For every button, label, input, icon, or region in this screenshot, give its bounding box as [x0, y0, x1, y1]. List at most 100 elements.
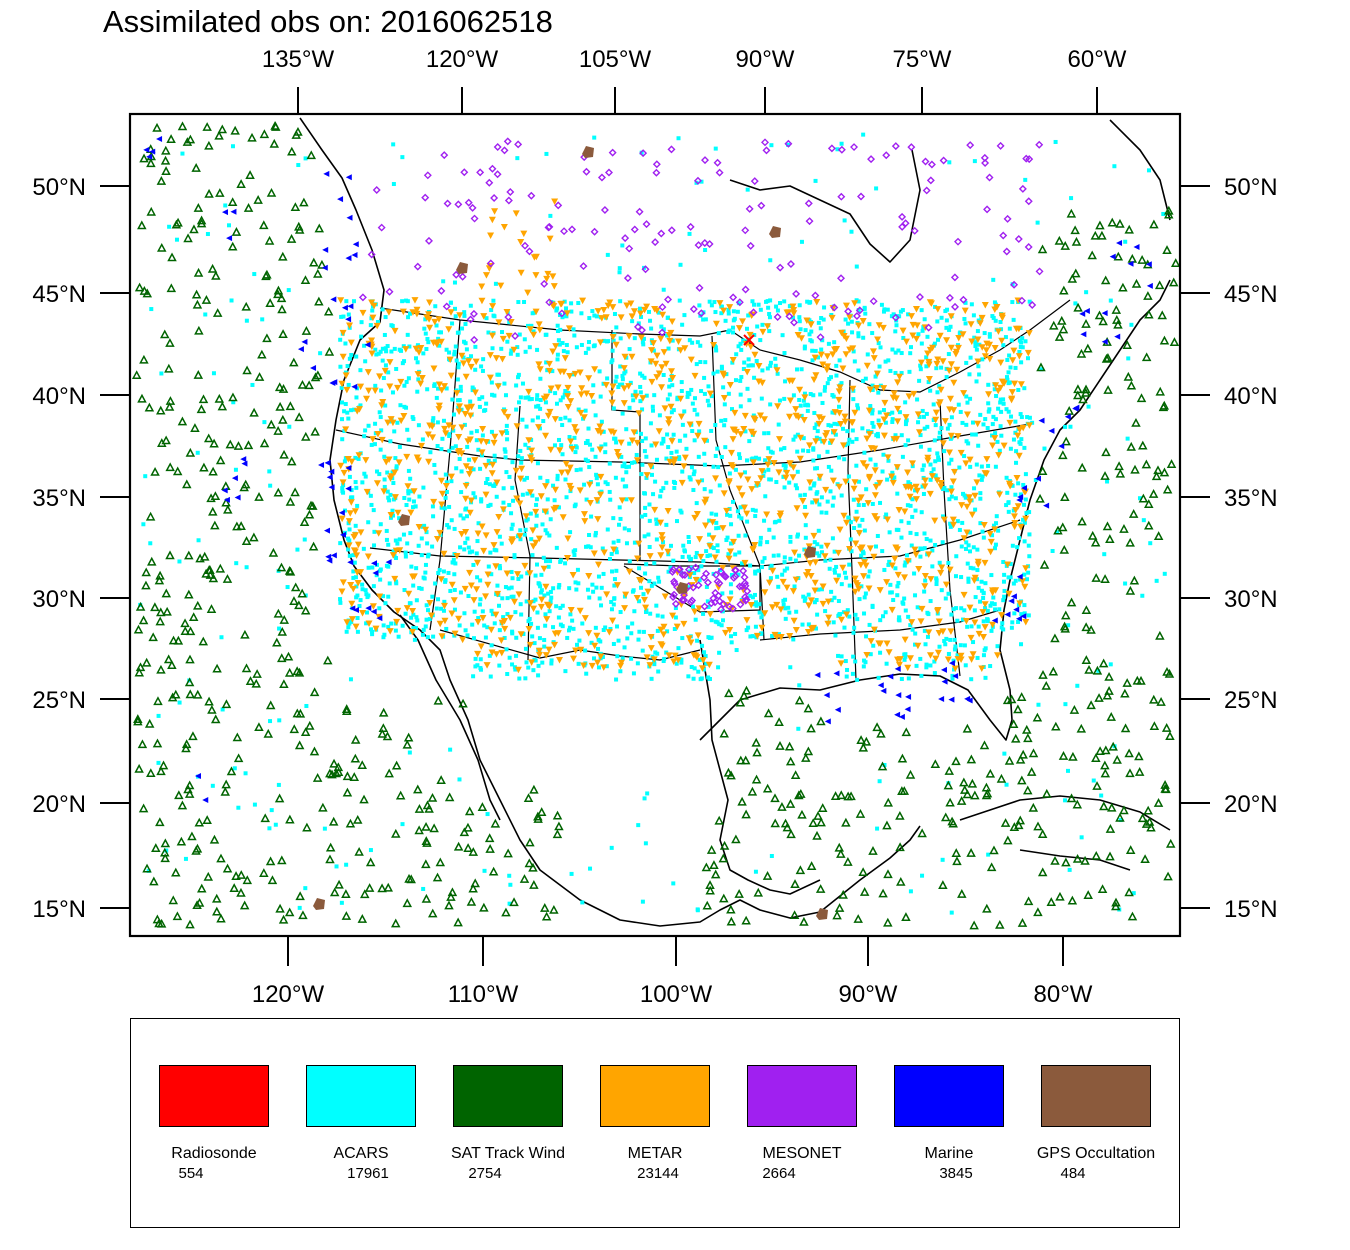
acars-obs [342, 409, 347, 414]
acars-obs [489, 572, 494, 577]
acars-obs [705, 554, 710, 559]
sat-track-wind-obs [1014, 820, 1024, 830]
metar-obs [748, 486, 756, 493]
acars-obs [518, 448, 523, 453]
sat-track-wind-obs [444, 900, 454, 910]
sat-track-wind-obs [190, 423, 200, 432]
acars-obs [538, 406, 543, 411]
acars-obs [439, 447, 444, 452]
metar-obs [840, 512, 848, 520]
acars-obs [829, 423, 834, 428]
marine-obs [905, 693, 912, 700]
acars-obs [750, 634, 755, 639]
acars-obs [492, 483, 497, 488]
sat-track-wind-obs [160, 329, 170, 339]
acars-obs [935, 451, 940, 456]
acars-obs [734, 648, 739, 653]
acars-obs [522, 299, 527, 304]
acars-obs [672, 485, 677, 490]
metar-obs [770, 460, 778, 467]
acars-obs [696, 568, 701, 573]
acars-obs [541, 419, 546, 424]
acars-obs [839, 141, 844, 146]
sat-track-wind-obs [294, 600, 304, 610]
acars-obs [1004, 407, 1009, 412]
acars-obs [489, 429, 494, 434]
acars-obs [847, 614, 852, 619]
mesonet-obs [469, 309, 478, 318]
metar-obs [461, 411, 469, 418]
acars-obs [174, 237, 179, 242]
acars-obs [1108, 298, 1113, 303]
acars-obs [862, 306, 867, 311]
sat-track-wind-obs [215, 563, 226, 573]
metar-obs [567, 438, 575, 445]
metar-obs [440, 383, 448, 390]
acars-obs [560, 315, 565, 320]
acars-obs [640, 438, 645, 443]
acars-obs [712, 300, 717, 305]
sat-track-wind-obs [141, 657, 152, 667]
metar-obs [670, 459, 678, 467]
acars-obs [523, 442, 528, 447]
acars-obs [996, 406, 1001, 411]
metar-obs [895, 373, 903, 381]
mesonet-obs [511, 332, 520, 341]
metar-obs [856, 545, 864, 553]
sat-track-wind-obs [1169, 337, 1180, 347]
sat-track-wind-obs [770, 793, 780, 803]
sat-track-wind-obs [1076, 723, 1087, 733]
sat-track-wind-obs [962, 723, 973, 733]
marine-obs [1114, 333, 1121, 340]
acars-obs [441, 418, 446, 423]
lat-label-right: 15°N [1224, 896, 1278, 923]
acars-obs [592, 656, 597, 661]
acars-obs [768, 363, 773, 368]
acars-obs [921, 325, 926, 330]
sat-track-wind-obs [752, 747, 762, 757]
acars-obs [532, 310, 537, 315]
mesonet-obs [959, 295, 968, 304]
acars-obs [1004, 375, 1009, 380]
sat-track-wind-obs [306, 150, 317, 160]
acars-obs [433, 470, 438, 475]
acars-obs [473, 664, 478, 669]
lat-label-left: 15°N [32, 896, 86, 923]
sat-track-wind-obs [501, 907, 511, 917]
acars-obs [476, 521, 481, 526]
acars-obs [287, 424, 292, 429]
metar-obs [811, 354, 819, 362]
metar-obs [932, 409, 940, 417]
acars-obs [406, 491, 411, 496]
acars-obs [252, 802, 257, 807]
acars-obs [862, 658, 867, 663]
acars-obs [526, 395, 531, 400]
sat-track-wind-obs [152, 738, 163, 748]
sat-track-wind-obs [1120, 723, 1131, 733]
mesonet-obs [680, 570, 689, 579]
marine-obs [1083, 308, 1090, 315]
sat-track-wind-obs [1015, 815, 1026, 825]
acars-obs [556, 505, 561, 510]
acars-obs [368, 848, 373, 853]
gps-occultation-obs [769, 226, 781, 238]
acars-obs [608, 556, 613, 561]
acars-obs [495, 583, 500, 588]
sat-track-wind-obs [176, 836, 187, 846]
sat-track-wind-obs [402, 898, 413, 908]
acars-obs [959, 575, 964, 580]
acars-obs [861, 378, 866, 383]
sat-track-wind-obs [1092, 665, 1103, 675]
metar-obs [884, 454, 892, 461]
metar-obs [681, 345, 689, 352]
metar-obs [1012, 507, 1020, 514]
acars-obs [587, 442, 592, 447]
acars-obs [583, 648, 588, 653]
acars-obs [843, 659, 848, 664]
acars-obs [813, 466, 818, 471]
acars-obs [609, 551, 614, 556]
metar-obs [445, 326, 453, 333]
acars-obs [688, 556, 693, 561]
acars-obs [902, 563, 907, 568]
metar-obs [863, 651, 871, 659]
